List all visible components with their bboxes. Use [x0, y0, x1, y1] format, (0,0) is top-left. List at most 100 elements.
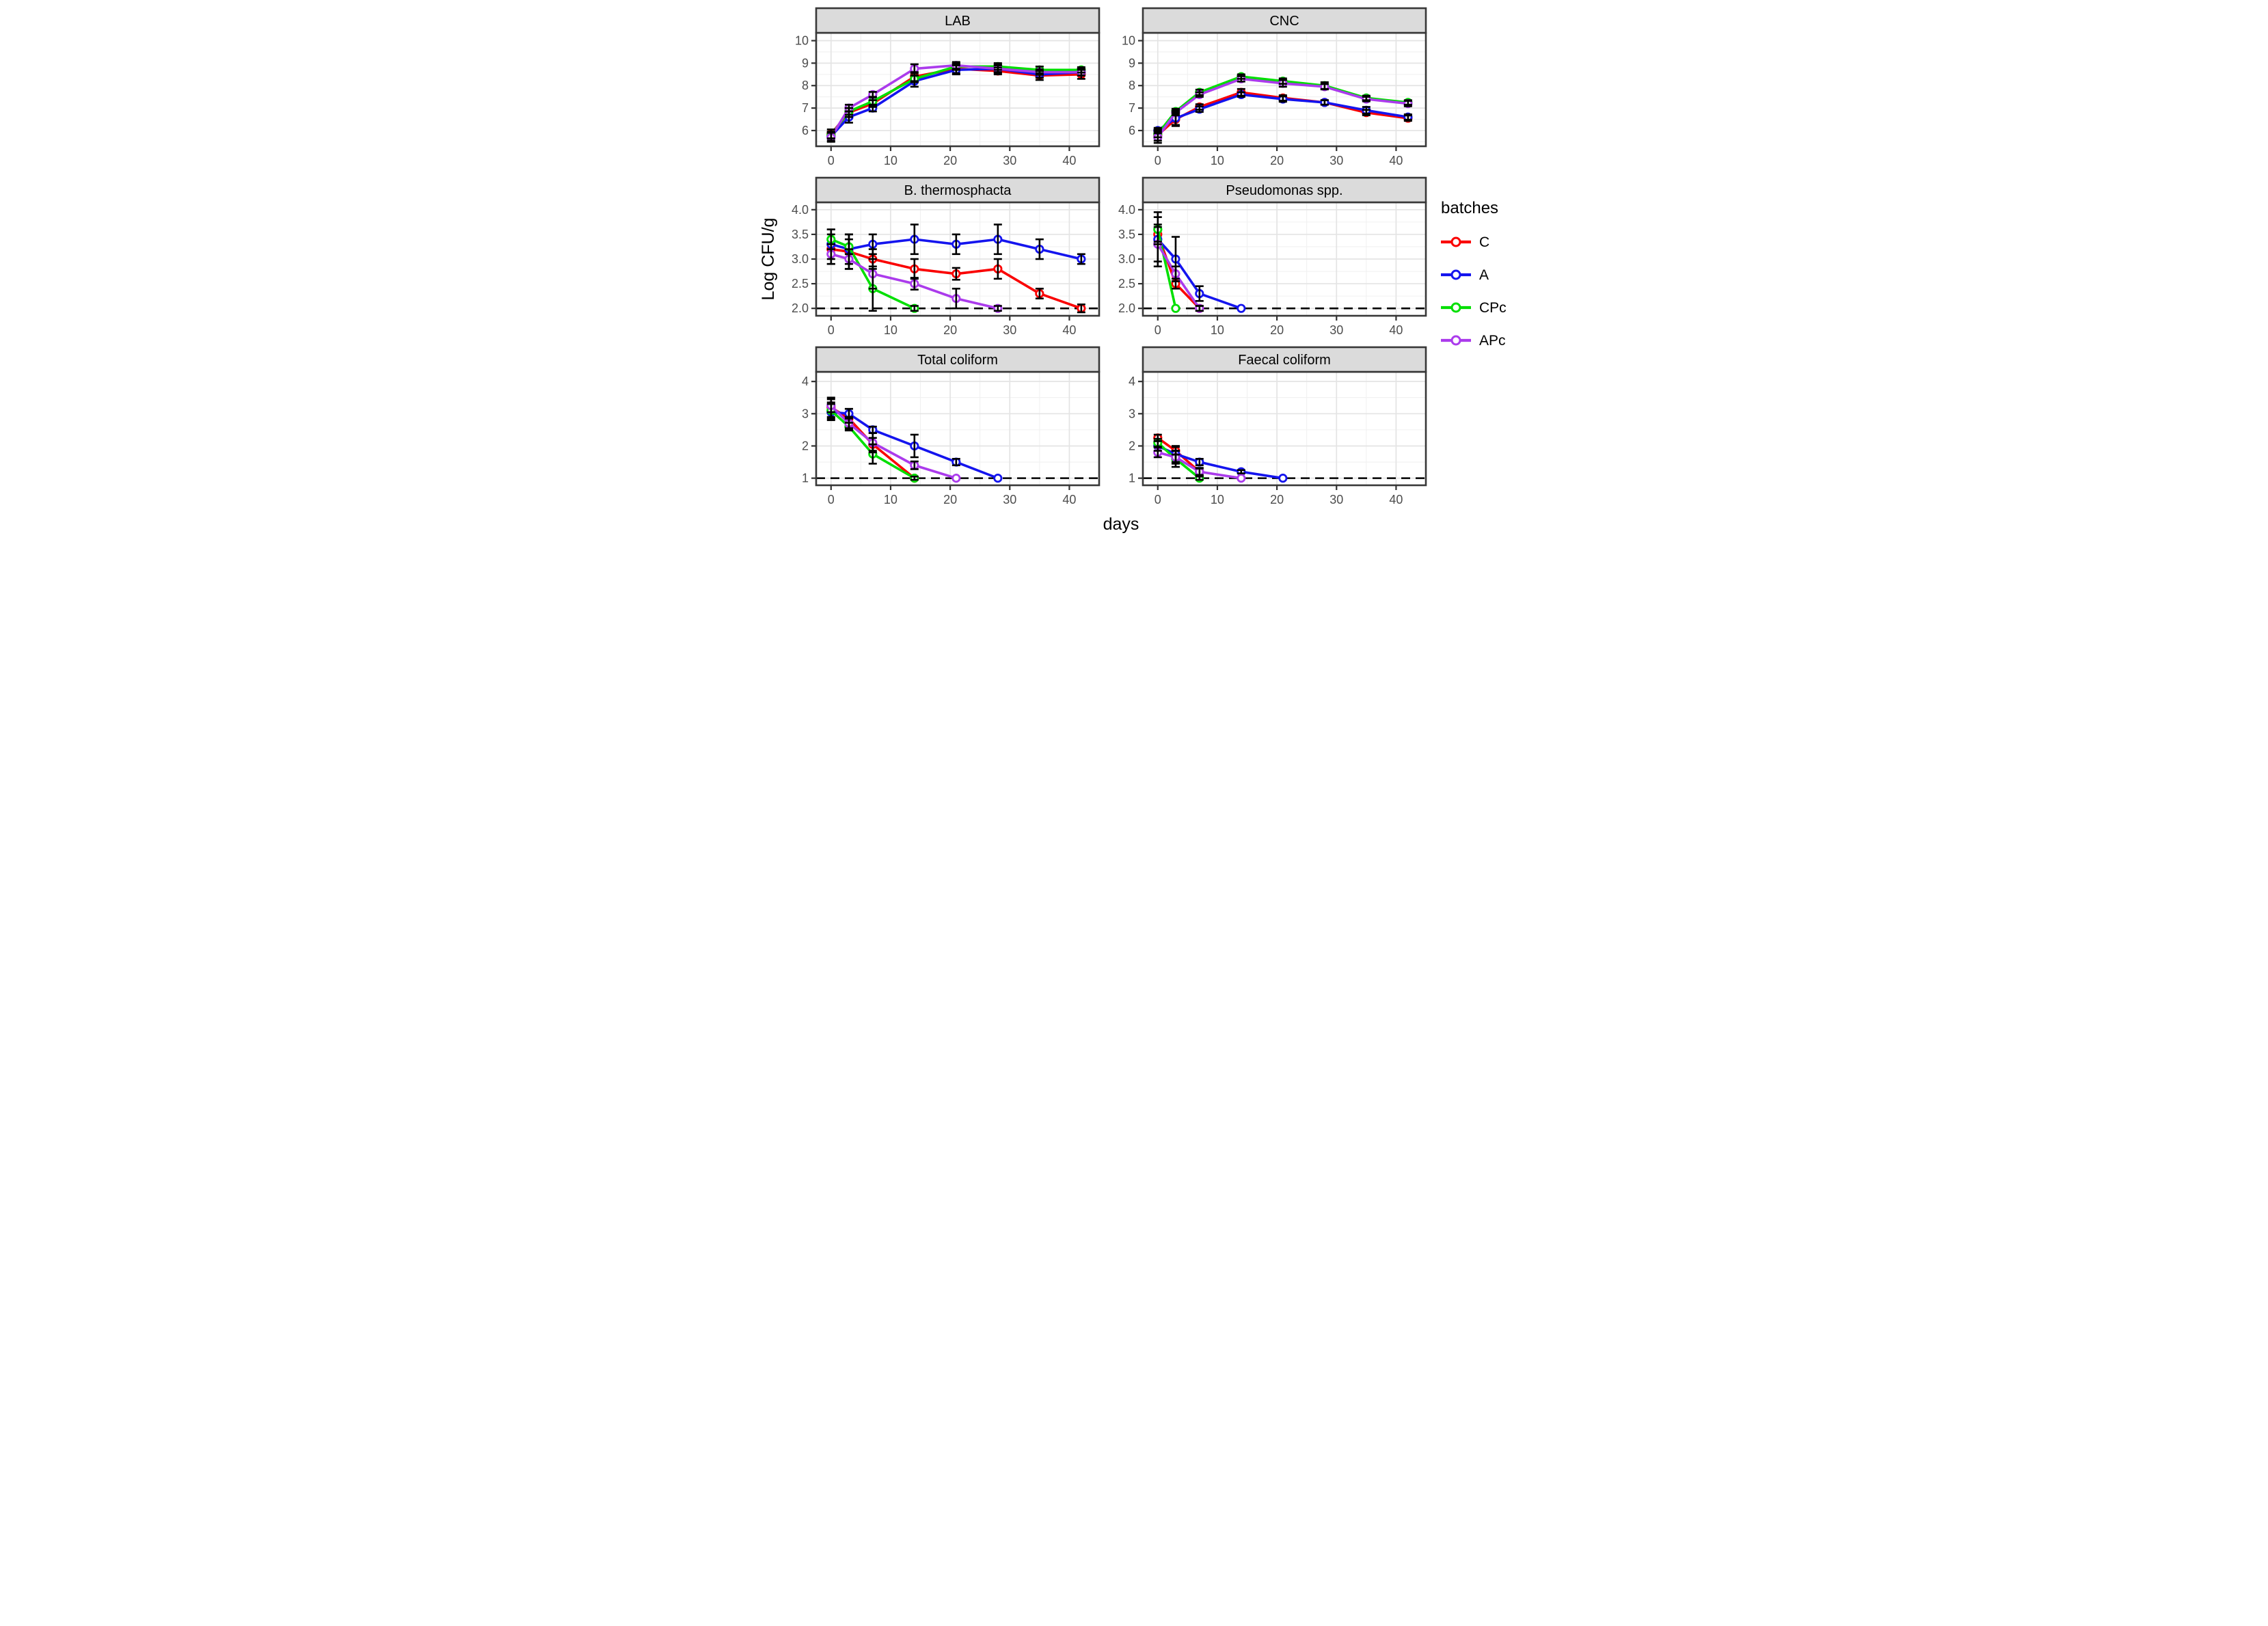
- x-tick-label: 30: [1329, 323, 1343, 337]
- y-tick-label: 2.5: [1118, 277, 1135, 290]
- data-point-marker: [1171, 303, 1180, 313]
- y-tick-label: 3: [802, 407, 809, 420]
- y-tick-label: 6: [802, 124, 809, 137]
- y-tick-label: 8: [1129, 79, 1135, 92]
- x-tick-label: 40: [1062, 323, 1076, 337]
- panel-cnc: CNC 0 10 20 30 40 6 7 8 9 10: [1122, 7, 1427, 167]
- x-tick-label: 10: [884, 493, 897, 506]
- legend-entry-label: A: [1479, 267, 1489, 283]
- y-tick-label: 3.0: [792, 252, 809, 266]
- x-tick-label: 40: [1389, 323, 1403, 337]
- y-tick-label: 9: [1129, 56, 1135, 70]
- y-tick-label: 10: [1122, 34, 1135, 48]
- x-tick-label: 10: [884, 154, 897, 167]
- x-tick-label: 40: [1062, 154, 1076, 167]
- facet-title: LAB: [945, 14, 971, 29]
- facet-title: Faecal coliform: [1238, 353, 1331, 368]
- legend-entry-a: A: [1441, 267, 1489, 283]
- data-point-marker: [993, 474, 1003, 483]
- y-tick-label: 2.0: [792, 301, 809, 315]
- legend-entry-label: CPc: [1479, 300, 1507, 316]
- data-point-marker: [1278, 474, 1288, 483]
- x-tick-label: 0: [828, 154, 835, 167]
- y-tick-label: 4: [1129, 375, 1135, 388]
- facet-title: Pseudomonas spp.: [1226, 183, 1342, 198]
- x-tick-label: 20: [1270, 323, 1284, 337]
- panel-b-thermosphacta: B. thermosphacta 0 10 20 30 40 2.0 2.5 3.0 3.5 4.0: [792, 176, 1101, 337]
- panel-pseudomonas-spp: Pseudomonas spp. 0 10 20 30 40 2.0 2.5 3.0 3.5 4.0: [1118, 176, 1427, 337]
- legend-key-marker: [1450, 236, 1461, 247]
- x-tick-label: 40: [1389, 154, 1403, 167]
- legend-title: batches: [1441, 199, 1498, 217]
- legend-key-marker: [1450, 302, 1461, 313]
- x-tick-label: 30: [1003, 154, 1016, 167]
- x-tick-label: 30: [1329, 493, 1343, 506]
- facet-strip: [1142, 346, 1427, 373]
- y-tick-label: 3.5: [1118, 228, 1135, 241]
- y-tick-label: 2: [1129, 439, 1135, 452]
- error-bars: [1153, 433, 1245, 481]
- legend-entry-apc: APc: [1441, 333, 1506, 349]
- y-tick-label: 4.0: [1118, 203, 1135, 217]
- data-point-marker: [1237, 474, 1246, 483]
- facet-strip: [815, 346, 1101, 373]
- x-axis-title: days: [1103, 515, 1139, 534]
- x-tick-label: 40: [1389, 493, 1403, 506]
- x-tick-label: 0: [1155, 323, 1161, 337]
- x-tick-label: 20: [943, 323, 957, 337]
- legend-key-marker: [1450, 335, 1461, 346]
- x-tick-label: 0: [828, 493, 835, 506]
- y-tick-label: 3.0: [1118, 252, 1135, 266]
- legend-entry-c: C: [1441, 234, 1489, 250]
- error-bars: [1153, 211, 1204, 312]
- facet-strip: [1142, 7, 1427, 34]
- y-tick-label: 9: [802, 56, 809, 70]
- x-tick-label: 20: [943, 493, 957, 506]
- x-tick-label: 20: [1270, 154, 1284, 167]
- y-tick-label: 7: [1129, 101, 1135, 115]
- x-tick-label: 30: [1003, 493, 1016, 506]
- y-tick-label: 2: [802, 439, 809, 452]
- microbial-growth-figure: LAB 0 10 20 30 40 6 7 8 9 10 CNC 0 10 20 30 40 6 7 8 9 10 B. t…: [756, 0, 1512, 542]
- y-tick-label: 1: [802, 472, 809, 485]
- x-tick-label: 0: [1155, 493, 1161, 506]
- panel-total-coliform: Total coliform 0 10 20 30 40 1 2 3 4: [802, 346, 1101, 506]
- legend: batches C A CPc APc: [1441, 199, 1507, 349]
- y-tick-label: 8: [802, 79, 809, 92]
- facet-title: Total coliform: [917, 353, 998, 368]
- x-tick-label: 20: [943, 154, 957, 167]
- y-tick-label: 3: [1129, 407, 1135, 420]
- data-point-marker: [951, 474, 961, 483]
- y-tick-label: 6: [1129, 124, 1135, 137]
- legend-entry-label: APc: [1479, 333, 1506, 349]
- y-tick-label: 4.0: [792, 203, 809, 217]
- facet-strip: [815, 7, 1101, 34]
- facet-strip: [815, 176, 1101, 204]
- legend-entry-cpc: CPc: [1441, 300, 1507, 316]
- legend-entry-label: C: [1479, 234, 1489, 250]
- series-line: [1156, 238, 1243, 310]
- y-tick-label: 4: [802, 375, 809, 388]
- x-tick-label: 0: [1155, 154, 1161, 167]
- error-bars: [1153, 73, 1412, 144]
- series-line: [829, 409, 916, 480]
- y-tick-label: 10: [795, 34, 809, 48]
- y-tick-label: 1: [1129, 472, 1135, 485]
- y-axis-title: Log CFU/g: [759, 218, 778, 301]
- x-tick-label: 10: [1211, 493, 1224, 506]
- series-line: [1156, 451, 1243, 480]
- error-bars: [826, 61, 1085, 143]
- x-tick-label: 40: [1062, 493, 1076, 506]
- facet-title: B. thermosphacta: [904, 183, 1012, 198]
- x-tick-label: 10: [1211, 323, 1224, 337]
- x-tick-label: 30: [1329, 154, 1343, 167]
- facet-strip: [1142, 176, 1427, 204]
- facet-title: CNC: [1269, 14, 1299, 29]
- legend-key-marker: [1450, 269, 1461, 280]
- x-tick-label: 10: [1211, 154, 1224, 167]
- x-tick-label: 20: [1270, 493, 1284, 506]
- panel-faecal-coliform: Faecal coliform 0 10 20 30 40 1 2 3 4: [1129, 346, 1427, 506]
- panel-lab: LAB 0 10 20 30 40 6 7 8 9 10: [795, 7, 1101, 167]
- y-tick-label: 2.0: [1118, 301, 1135, 315]
